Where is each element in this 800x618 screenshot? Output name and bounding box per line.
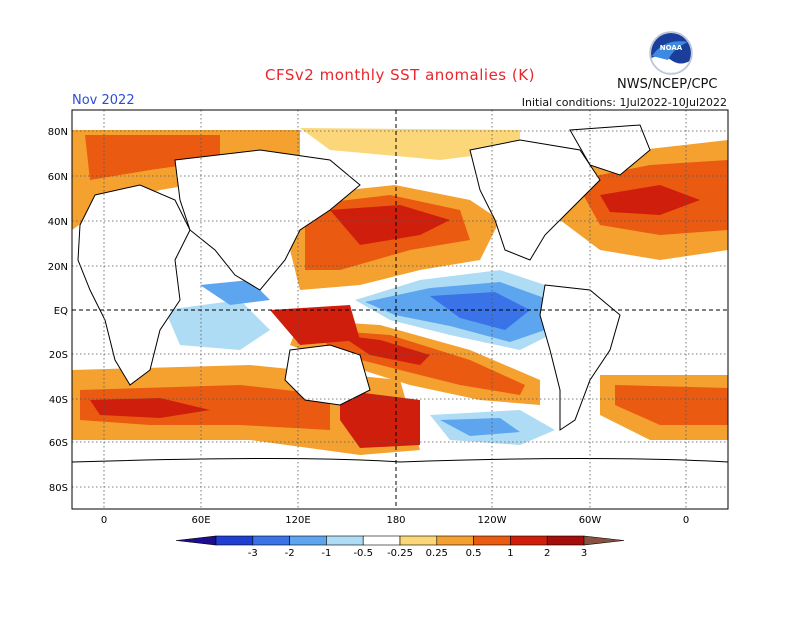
legend-swatch bbox=[175, 535, 217, 546]
lat-label: 60S bbox=[49, 438, 68, 449]
noaa-logo-text: NOAA bbox=[660, 44, 683, 52]
legend-swatch bbox=[362, 535, 401, 546]
legend-tick-label: -2 bbox=[285, 548, 295, 559]
chart-title: CFSv2 monthly SST anomalies (K) bbox=[265, 66, 535, 84]
legend-tick-label: 3 bbox=[581, 548, 587, 559]
lon-label: 0 bbox=[683, 515, 689, 526]
lon-label: 60W bbox=[579, 515, 602, 526]
lat-label: 20S bbox=[49, 350, 68, 361]
initial-conditions-label: Initial conditions: 1Jul2022-10Jul2022 bbox=[521, 96, 727, 109]
lat-label: 40N bbox=[48, 217, 68, 228]
legend-swatch bbox=[583, 535, 625, 546]
lat-label: 60N bbox=[48, 172, 68, 183]
color-legend: -3 -2 -1 -0.5 -0.25 0.25 0.5 1 2 3 bbox=[175, 535, 625, 559]
legend-tick-label: 1 bbox=[507, 548, 513, 559]
lon-label: 0 bbox=[101, 515, 107, 526]
legend-swatch bbox=[510, 535, 548, 546]
map-frame bbox=[71, 109, 729, 510]
valid-month-label: Nov 2022 bbox=[72, 93, 135, 108]
lon-label: 180 bbox=[386, 515, 405, 526]
legend-swatch bbox=[326, 535, 364, 546]
legend-swatch bbox=[399, 535, 438, 546]
longitude-labels: 0 60E 120E 180 120W 60W 0 bbox=[101, 515, 689, 526]
legend-tick-label: 2 bbox=[544, 548, 550, 559]
lat-label: EQ bbox=[54, 306, 68, 317]
noaa-logo: NOAA bbox=[649, 31, 693, 75]
lat-label: 80N bbox=[48, 127, 68, 138]
lon-label: 120E bbox=[285, 515, 310, 526]
legend-swatch bbox=[289, 535, 327, 546]
agency-label: NWS/NCEP/CPC bbox=[617, 77, 718, 92]
lon-label: 60E bbox=[191, 515, 210, 526]
latitude-labels: 80N 60N 40N 20N EQ 20S 40S 60S 80S bbox=[48, 127, 68, 494]
lat-label: 40S bbox=[49, 395, 68, 406]
legend-swatch bbox=[473, 535, 511, 546]
legend-tick-label: -3 bbox=[248, 548, 258, 559]
graticule bbox=[72, 110, 728, 509]
legend-tick-label: -0.5 bbox=[353, 548, 373, 559]
legend-swatch bbox=[252, 535, 290, 546]
legend-tick-label: 0.25 bbox=[426, 548, 448, 559]
legend-swatch bbox=[546, 535, 585, 546]
lat-label: 80S bbox=[49, 483, 68, 494]
legend-swatch bbox=[215, 535, 254, 546]
legend-tick-label: -1 bbox=[321, 548, 331, 559]
continent-outlines bbox=[71, 124, 729, 510]
legend-tick-label: -0.25 bbox=[387, 548, 413, 559]
legend-tick-label: 0.5 bbox=[466, 548, 482, 559]
lon-label: 120W bbox=[478, 515, 507, 526]
legend-swatch bbox=[436, 535, 474, 546]
lat-label: 20N bbox=[48, 262, 68, 273]
